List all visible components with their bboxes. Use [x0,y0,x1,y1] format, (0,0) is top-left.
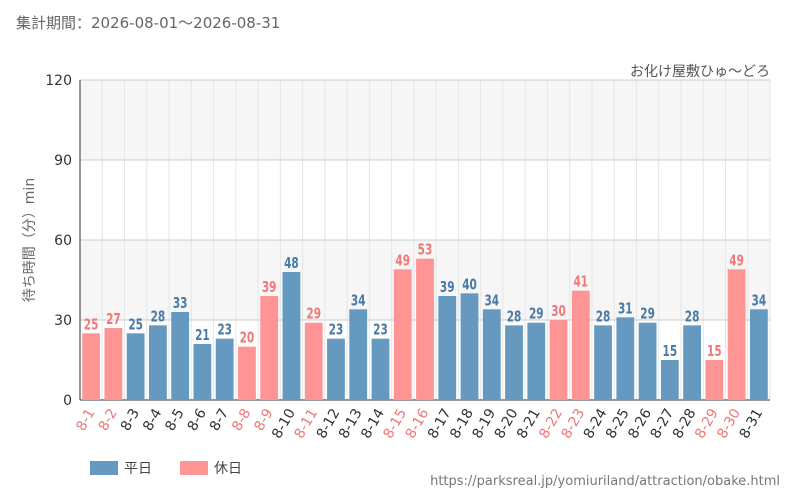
value-label: 15 [707,344,722,361]
category-label: 8-7 [207,406,232,434]
bar-8-21 [527,322,546,400]
y-axis-label: 待ち時間（分）min [22,178,38,302]
legend-item-holiday: 休日 [180,458,242,478]
bar-8-5 [171,312,190,400]
value-label: 48 [284,256,299,273]
bar-8-26 [638,322,657,400]
legend-item-weekday: 平日 [90,458,152,478]
plot-band [80,80,770,160]
bar-8-30 [727,269,746,400]
value-label: 28 [596,309,611,326]
period-label: 集計期間：2026-08-01～2026-08-31 [16,14,281,32]
value-label: 25 [128,317,143,334]
bar-8-17 [438,296,457,400]
category-label: 8-8 [229,406,254,434]
value-label: 34 [484,293,499,310]
category-label: 8-1 [73,406,98,434]
value-label: 27 [106,312,121,329]
bar-8-18 [460,293,479,400]
bar-8-6 [193,344,212,400]
value-label: 39 [262,280,277,297]
value-label: 34 [351,293,366,310]
bar-8-2 [104,328,123,400]
value-label: 23 [329,322,344,339]
y-tick-label: 30 [54,313,72,329]
value-label: 49 [729,253,744,270]
legend-swatch-weekday [90,461,118,475]
bar-8-24 [594,325,612,400]
bar-8-28 [683,325,701,400]
value-label: 53 [418,242,433,259]
legend-swatch-holiday [180,461,208,475]
value-label: 28 [507,309,522,326]
value-label: 29 [306,306,321,323]
bar-8-25 [616,317,635,400]
source-url[interactable]: https://parksreal.jp/yomiuriland/attract… [430,474,780,489]
bar-8-29 [705,360,724,400]
legend-label-holiday: 休日 [214,461,242,477]
value-label: 41 [573,274,588,291]
value-label: 34 [752,293,767,310]
bar-8-9 [260,296,279,400]
category-label: 8-6 [185,406,210,434]
bar-8-16 [416,258,434,400]
bar-8-8 [238,346,256,400]
category-label: 8-2 [96,406,121,434]
value-label: 28 [151,309,166,326]
bar-8-11 [304,322,323,400]
bar-8-1 [82,333,101,400]
bar-8-12 [327,338,345,400]
value-label: 33 [173,296,188,313]
bar-8-14 [371,338,390,400]
value-label: 49 [395,253,410,270]
value-label: 20 [240,330,255,347]
bar-8-15 [393,269,412,400]
bar-8-7 [215,338,234,400]
bar-8-10 [282,272,301,400]
value-label: 23 [373,322,388,339]
category-label: 8-3 [118,406,143,434]
legend-label-weekday: 平日 [124,461,152,477]
y-tick-label: 90 [54,153,72,169]
bar-8-19 [482,309,501,400]
value-label: 15 [663,344,678,361]
value-label: 39 [440,280,455,297]
value-label: 25 [84,317,99,334]
bar-8-3 [126,333,145,400]
value-label: 40 [462,277,477,294]
value-label: 21 [195,328,210,345]
value-label: 29 [640,306,655,323]
category-label: 8-31 [737,406,767,442]
plot-band [80,160,770,240]
y-tick-label: 60 [54,233,72,249]
y-tick-label: 120 [45,73,72,89]
bar-8-22 [549,320,568,400]
bar-8-31 [749,309,768,400]
bar-8-13 [349,309,368,400]
bar-8-27 [660,360,679,400]
value-label: 30 [551,304,566,321]
attraction-name: お化け屋敷ひゅ～どろ [630,64,770,80]
value-label: 31 [618,301,633,318]
bar-8-20 [505,325,523,400]
value-label: 23 [217,322,232,339]
category-label: 8-5 [162,406,187,434]
value-label: 28 [685,309,700,326]
bar-8-23 [571,290,590,400]
legend: 平日 休日 [90,458,242,478]
bar-8-4 [149,325,167,400]
y-tick-label: 0 [63,393,72,409]
category-label: 8-4 [140,406,165,434]
value-label: 29 [529,306,544,323]
